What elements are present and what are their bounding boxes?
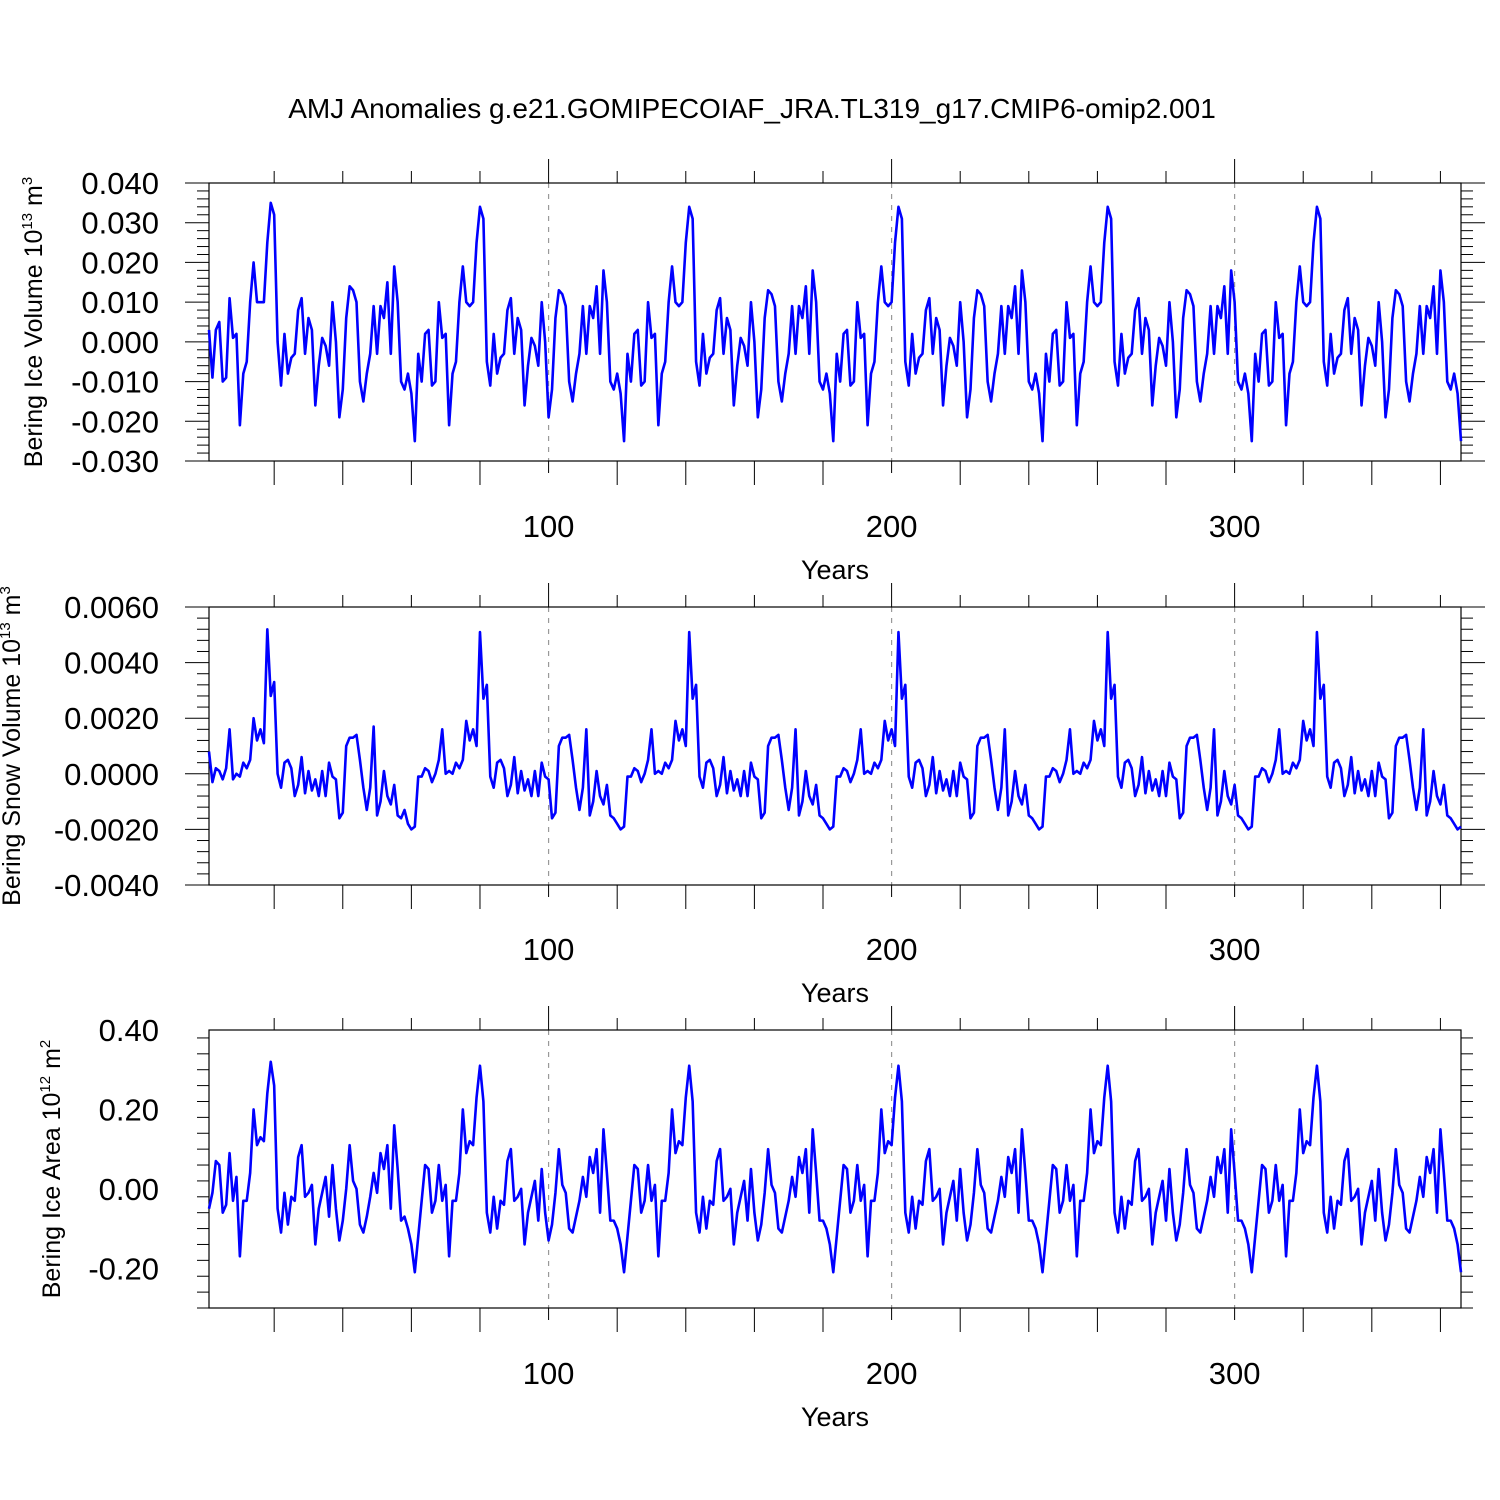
panel-1: 100 200 300 Years -0.030 -0.020 -0.010 0.000 0.0…	[19, 159, 1485, 585]
x-axis-label: Years	[801, 978, 869, 1008]
x-axis-label: Years	[801, 1402, 869, 1432]
y-tick-label: 0.0020	[64, 701, 159, 736]
y-tick-label: 0.20	[99, 1092, 159, 1127]
series-line	[207, 627, 1462, 831]
plot-frame	[208, 606, 1462, 886]
panel-3: 100 200 300 Years -0.20 0.00 0.20 0.40 Bering Ic…	[37, 1006, 1473, 1432]
plot-frame	[208, 182, 1462, 462]
x-axis-label: Years	[801, 555, 869, 585]
panel-2: 100 200 300 Years -0.0040 -0.0020 0.0000 0.0020…	[0, 583, 1485, 1008]
y-tick-label: 0.020	[81, 245, 159, 280]
y-tick-label: -0.0040	[54, 868, 159, 903]
y-tick-label: 0.0000	[64, 757, 159, 792]
y-tick-label: 0.40	[99, 1013, 159, 1048]
x-tick-label: 200	[866, 932, 918, 967]
panels: 100 200 300 Years -0.030 -0.020 -0.010 0.000 0.0…	[0, 159, 1485, 1432]
y-tick-label: 0.000	[81, 325, 159, 360]
y-tick-label: 0.030	[81, 206, 159, 241]
y-axis-label: Bering Snow Volume 1013 m3	[0, 586, 26, 906]
x-tick-label: 100	[523, 932, 575, 967]
x-tick-label: 200	[866, 1356, 918, 1391]
y-tick-label: -0.030	[71, 444, 159, 479]
chart-title: AMJ Anomalies g.e21.GOMIPECOIAF_JRA.TL31…	[288, 93, 1216, 124]
plot-frame	[208, 1029, 1462, 1309]
y-tick-label: 0.040	[81, 166, 159, 201]
y-tick-label: -0.0020	[54, 812, 159, 847]
y-tick-label: -0.020	[71, 404, 159, 439]
x-tick-label: 200	[866, 509, 918, 544]
y-tick-label: -0.010	[71, 365, 159, 400]
x-tick-label: 100	[523, 509, 575, 544]
y-axis-label: Bering Ice Volume 1013 m3	[19, 177, 48, 467]
y-tick-label: -0.20	[88, 1251, 159, 1286]
y-tick-label: 0.0060	[64, 590, 159, 625]
series-line	[207, 1060, 1463, 1274]
x-tick-label: 300	[1209, 1356, 1261, 1391]
x-tick-label: 300	[1209, 932, 1261, 967]
x-tick-label: 100	[523, 1356, 575, 1391]
y-tick-label: 0.0040	[64, 646, 159, 681]
y-axis-label: Bering Ice Area 1012 m2	[37, 1040, 66, 1299]
y-tick-label: 0.00	[99, 1172, 159, 1207]
y-tick-label: 0.010	[81, 285, 159, 320]
x-tick-label: 300	[1209, 509, 1261, 544]
series-line	[207, 201, 1463, 443]
